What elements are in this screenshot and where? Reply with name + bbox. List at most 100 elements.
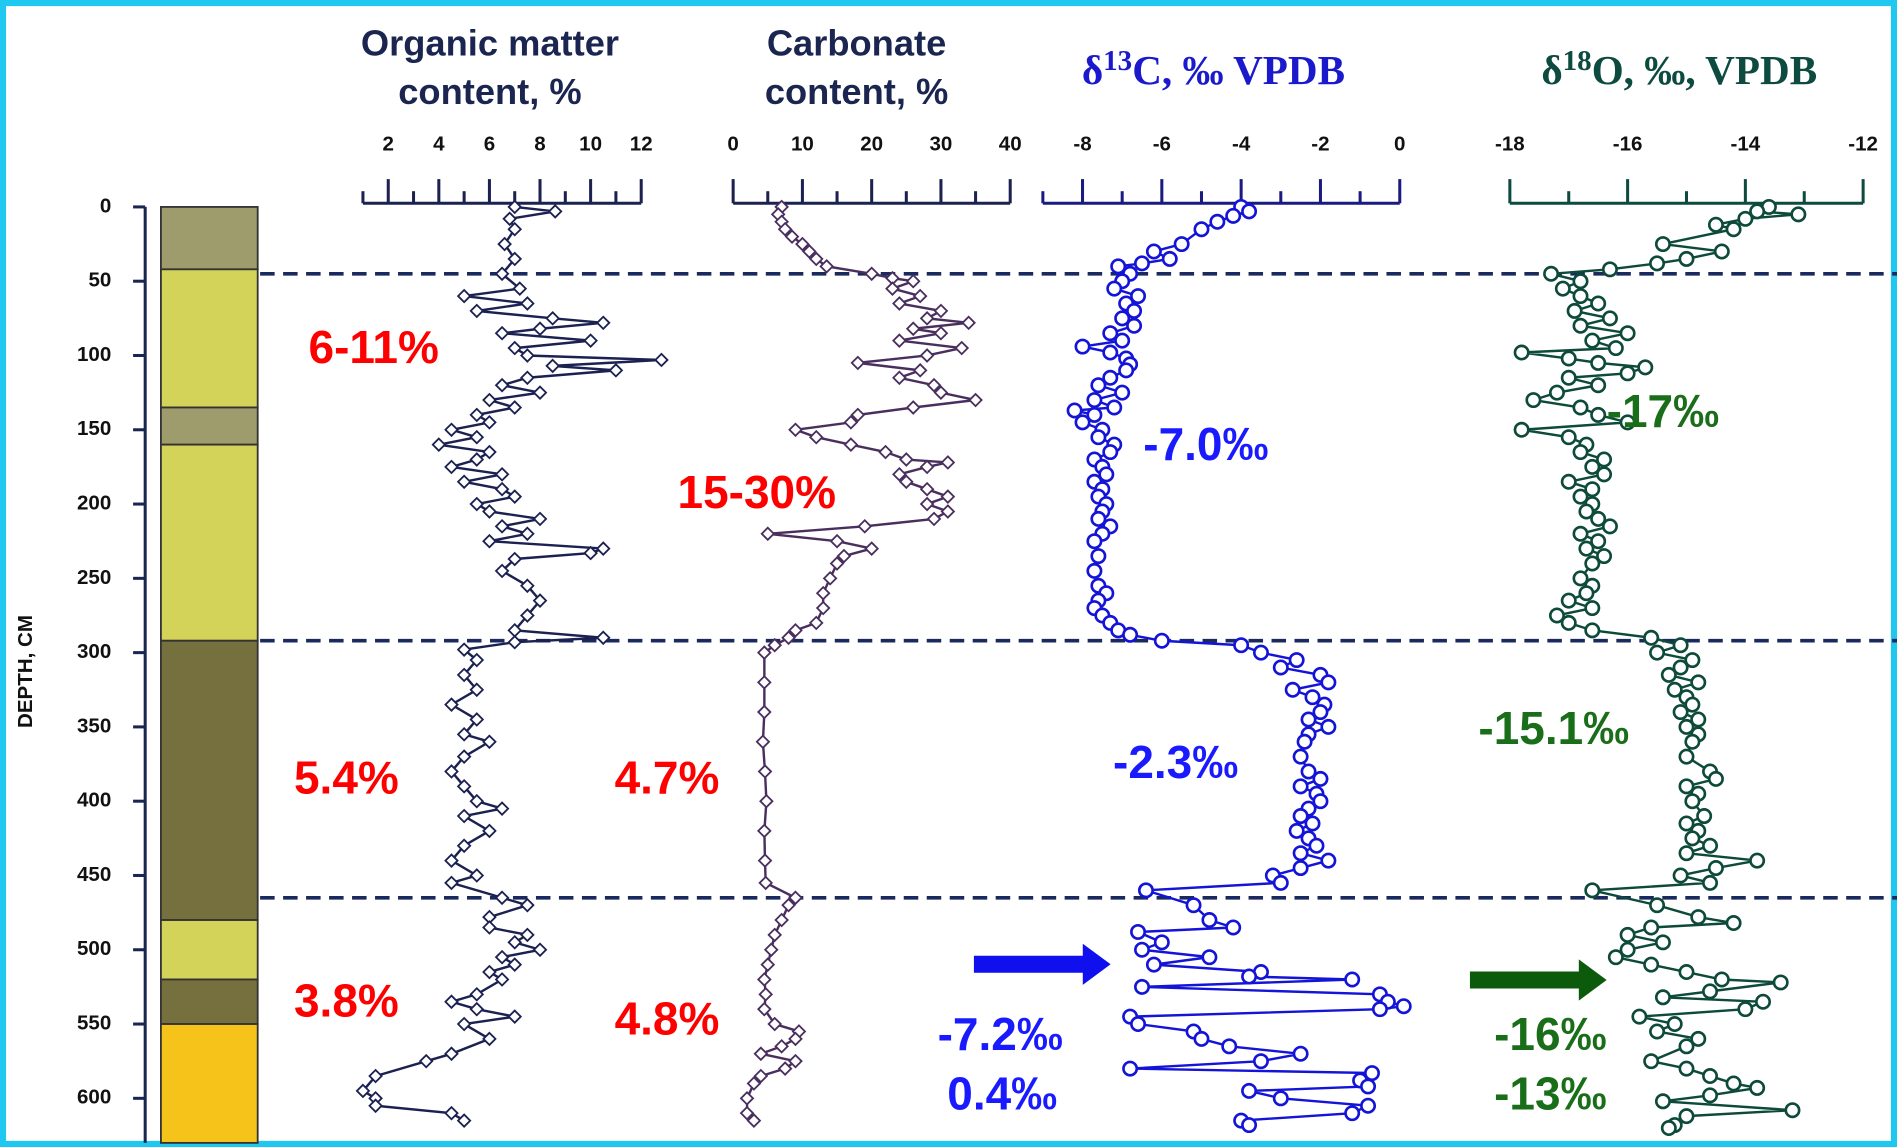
point [1560, 592, 1577, 609]
point [1134, 255, 1150, 272]
point [753, 1068, 769, 1084]
point [494, 563, 510, 579]
point [532, 942, 548, 958]
point [583, 545, 598, 561]
annotation: 3.8% [294, 974, 399, 1026]
chart-title: δ13C, ‰ VPDB [1082, 45, 1345, 94]
lithology-layer [159, 406, 259, 446]
point [431, 437, 447, 452]
point [1241, 203, 1258, 220]
point [1649, 255, 1666, 272]
point [1090, 377, 1107, 394]
point [583, 333, 598, 348]
x-tick-label: 0 [1394, 133, 1405, 156]
point [1304, 815, 1321, 832]
point [1074, 338, 1091, 355]
point [482, 734, 497, 750]
point [756, 972, 772, 987]
point [547, 204, 563, 219]
point [456, 1113, 472, 1128]
point [1241, 968, 1258, 985]
point [595, 315, 611, 331]
point [1134, 941, 1150, 958]
lithology-layer [159, 639, 259, 921]
point [507, 634, 523, 650]
point [1607, 340, 1624, 357]
point [507, 340, 523, 356]
point [494, 325, 510, 341]
point [456, 288, 472, 304]
point [1590, 406, 1607, 423]
point [1560, 369, 1577, 386]
point [756, 823, 772, 839]
point [1584, 622, 1601, 639]
point [1173, 236, 1190, 253]
point [512, 281, 528, 296]
point [1678, 815, 1695, 832]
point [497, 236, 512, 252]
point [919, 311, 935, 326]
point [898, 474, 914, 490]
point [1320, 718, 1337, 735]
point [1300, 711, 1317, 728]
point [774, 912, 789, 928]
point [1566, 302, 1583, 319]
point [1272, 659, 1289, 676]
point [494, 972, 510, 987]
point [892, 467, 907, 482]
y-tick-label: 400 [77, 789, 111, 812]
point [1344, 1105, 1361, 1122]
point [1252, 1053, 1269, 1070]
point [1737, 210, 1754, 227]
point [1749, 852, 1766, 869]
point [788, 422, 803, 438]
point [912, 288, 928, 304]
point [1572, 288, 1589, 305]
point [1619, 941, 1636, 958]
point [919, 496, 935, 512]
point [469, 652, 485, 668]
point [1560, 614, 1577, 631]
point [1678, 964, 1695, 981]
point [1737, 1001, 1754, 1018]
point [444, 697, 459, 712]
point [1292, 748, 1309, 765]
point [482, 392, 497, 408]
point [545, 311, 561, 326]
point [1110, 258, 1127, 275]
point [1090, 510, 1107, 527]
point [850, 355, 866, 371]
point [1643, 1053, 1660, 1070]
point [933, 325, 949, 341]
annotation: -7.2‰ [938, 1008, 1063, 1060]
point [1292, 1045, 1309, 1062]
point [1672, 704, 1689, 721]
point [746, 1113, 762, 1128]
point [1098, 466, 1115, 483]
point [1122, 1060, 1139, 1077]
point [1578, 503, 1595, 520]
point [1395, 998, 1412, 1015]
point [1102, 325, 1119, 342]
point [905, 400, 921, 415]
point [1790, 206, 1807, 223]
point [355, 1083, 371, 1099]
point [1755, 993, 1772, 1010]
point [774, 1038, 789, 1054]
x-tick-label: 4 [433, 133, 445, 156]
point [482, 444, 497, 460]
x-tick-label: 30 [930, 133, 953, 156]
x-tick-label: -16 [1613, 133, 1643, 156]
point [912, 363, 928, 378]
point [1360, 1078, 1377, 1095]
annotation: 4.7% [615, 752, 720, 804]
point [1619, 926, 1636, 943]
point [532, 321, 548, 337]
point [444, 764, 459, 779]
point [784, 229, 800, 244]
x-tick-label: -6 [1153, 133, 1171, 156]
point [456, 667, 472, 683]
point [1678, 778, 1695, 795]
point [1707, 770, 1724, 787]
point [739, 1090, 755, 1106]
